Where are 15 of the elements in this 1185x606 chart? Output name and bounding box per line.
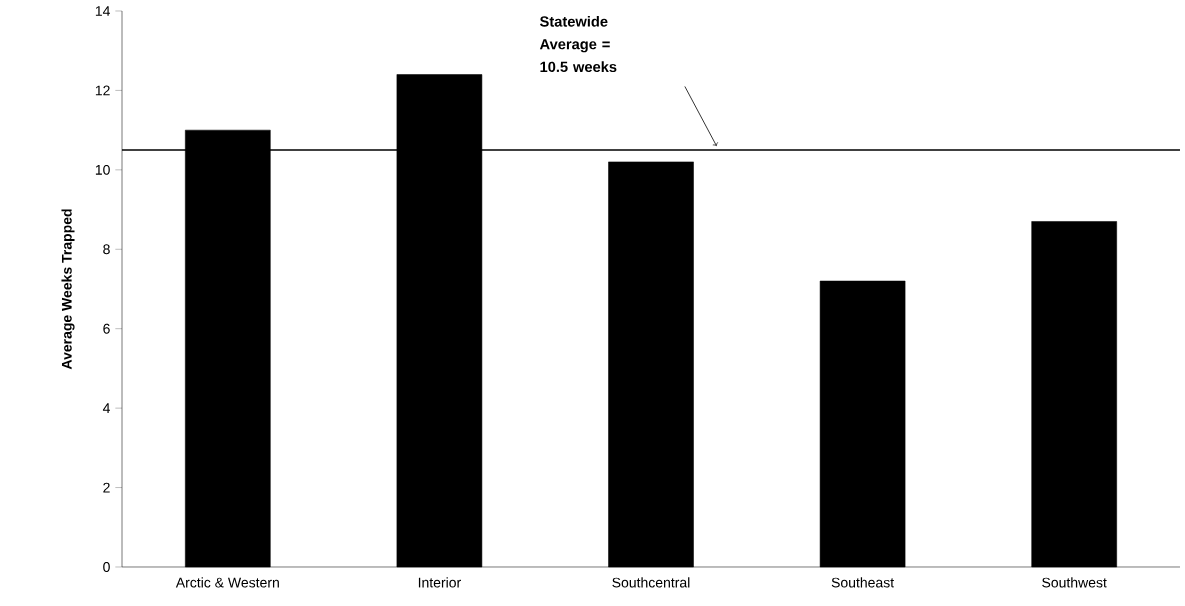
y-tick-label: 12 xyxy=(95,85,110,96)
y-tick-label: 6 xyxy=(103,323,110,334)
y-tick-label: 10 xyxy=(95,164,110,175)
x-tick-label: Interior xyxy=(418,577,461,588)
x-tick-label: Southeast xyxy=(831,577,895,588)
y-tick-label: 0 xyxy=(103,562,110,572)
ref-line-label: Statewide Average = 10.5 weeks xyxy=(539,15,617,73)
x-tick-label: Arctic & Western xyxy=(175,577,279,588)
y-tick-label: 8 xyxy=(103,244,110,255)
x-tick-label: Southcentral xyxy=(612,577,690,588)
y-axis-title: Average Weeks Trapped xyxy=(61,209,75,370)
y-tick-label: 2 xyxy=(103,482,110,493)
y-tick-label: 4 xyxy=(102,403,110,413)
x-tick-label: Southwest xyxy=(1042,577,1107,588)
y-tick-label: 14 xyxy=(95,6,110,16)
